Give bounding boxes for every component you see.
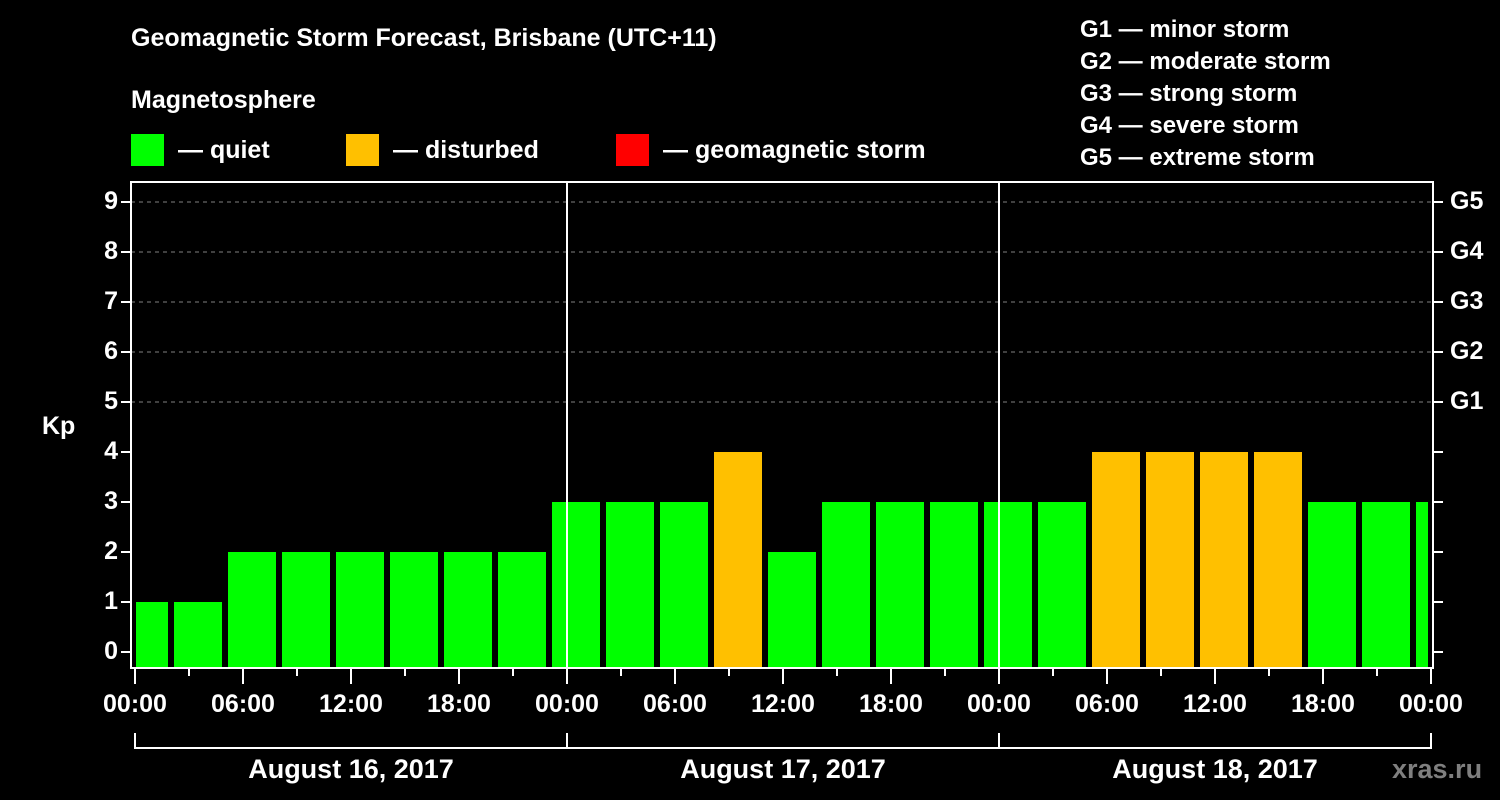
x-tick-label: 12:00 (319, 690, 383, 718)
chart-title: Geomagnetic Storm Forecast, Brisbane (UT… (131, 24, 717, 52)
x-tick-label: 18:00 (1291, 690, 1355, 718)
x-tick-label: 12:00 (751, 690, 815, 718)
g2-legend: G2 — moderate storm (1080, 48, 1331, 75)
legend-storm-label: — geomagnetic storm (663, 135, 926, 164)
kp-bar (660, 502, 708, 667)
g-tick-label: G3 (1450, 287, 1484, 315)
kp-bar (552, 502, 600, 667)
watermark: xras.ru (1392, 754, 1483, 784)
quiet-swatch-icon (131, 134, 164, 166)
chart-subtitle: Magnetosphere (131, 86, 316, 114)
y-tick-label: 4 (104, 437, 118, 465)
legend-storm: — geomagnetic storm (616, 134, 926, 166)
date-label-aug16: August 16, 2017 (248, 754, 454, 784)
kp-bar (1362, 502, 1410, 667)
kp-bar (444, 552, 492, 667)
x-tick-label: 06:00 (211, 690, 275, 718)
kp-bar (336, 552, 384, 667)
y-tick-label: 2 (104, 537, 118, 565)
y-tick-label: 6 (104, 337, 118, 365)
g3-legend: G3 — strong storm (1080, 80, 1298, 107)
kp-bar (876, 502, 924, 667)
kp-bar (1092, 452, 1140, 667)
legend-disturbed-label: — disturbed (393, 135, 539, 164)
legend-disturbed: — disturbed (346, 134, 539, 166)
kp-bar (1308, 502, 1356, 667)
kp-bar (714, 452, 762, 667)
y-axis-label: Kp (42, 412, 76, 440)
kp-bar (1200, 452, 1248, 667)
x-tick-label: 00:00 (967, 690, 1031, 718)
g-tick-label: G4 (1450, 237, 1484, 265)
y-tick-label: 1 (104, 587, 118, 615)
kp-bar (136, 602, 168, 667)
x-tick-label: 18:00 (427, 690, 491, 718)
g4-legend: G4 — severe storm (1080, 112, 1299, 139)
kp-bar (1416, 502, 1428, 667)
x-tick-label: 00:00 (1399, 690, 1463, 718)
kp-bar (174, 602, 222, 667)
y-tick-label: 5 (104, 387, 118, 415)
y-tick-label: 9 (104, 187, 118, 215)
kp-bar (390, 552, 438, 667)
x-tick-label: 12:00 (1183, 690, 1247, 718)
disturbed-swatch-icon (346, 134, 379, 166)
kp-bar (822, 502, 870, 667)
g-scale-legend: G1 — minor storm G2 — moderate storm G3 … (1080, 14, 1331, 174)
legend-quiet: — quiet (131, 134, 270, 166)
storm-swatch-icon (616, 134, 649, 166)
x-tick-label: 06:00 (1075, 690, 1139, 718)
x-tick-label: 06:00 (643, 690, 707, 718)
x-tick-label: 00:00 (535, 690, 599, 718)
x-tick-label: 00:00 (103, 690, 167, 718)
y-tick-label: 3 (104, 487, 118, 515)
kp-bar (606, 502, 654, 667)
kp-bar (1254, 452, 1302, 667)
date-label-aug18: August 18, 2017 (1112, 754, 1318, 784)
kp-bar (498, 552, 546, 667)
y-tick-label: 7 (104, 287, 118, 315)
kp-bar (228, 552, 276, 667)
y-tick-label: 0 (104, 637, 118, 665)
g-tick-label: G2 (1450, 337, 1484, 365)
x-tick-label: 18:00 (859, 690, 923, 718)
legend-quiet-label: — quiet (178, 135, 270, 164)
g1-legend: G1 — minor storm (1080, 16, 1290, 43)
date-label-aug17: August 17, 2017 (680, 754, 886, 784)
kp-bar (282, 552, 330, 667)
kp-bar (1146, 452, 1194, 667)
kp-bar (768, 552, 816, 667)
g-tick-label: G5 (1450, 187, 1484, 215)
y-tick-label: 8 (104, 237, 118, 265)
kp-bar (984, 502, 1032, 667)
kp-bar (930, 502, 978, 667)
g5-legend: G5 — extreme storm (1080, 144, 1315, 171)
kp-bar (1038, 502, 1086, 667)
g-tick-label: G1 (1450, 387, 1484, 415)
